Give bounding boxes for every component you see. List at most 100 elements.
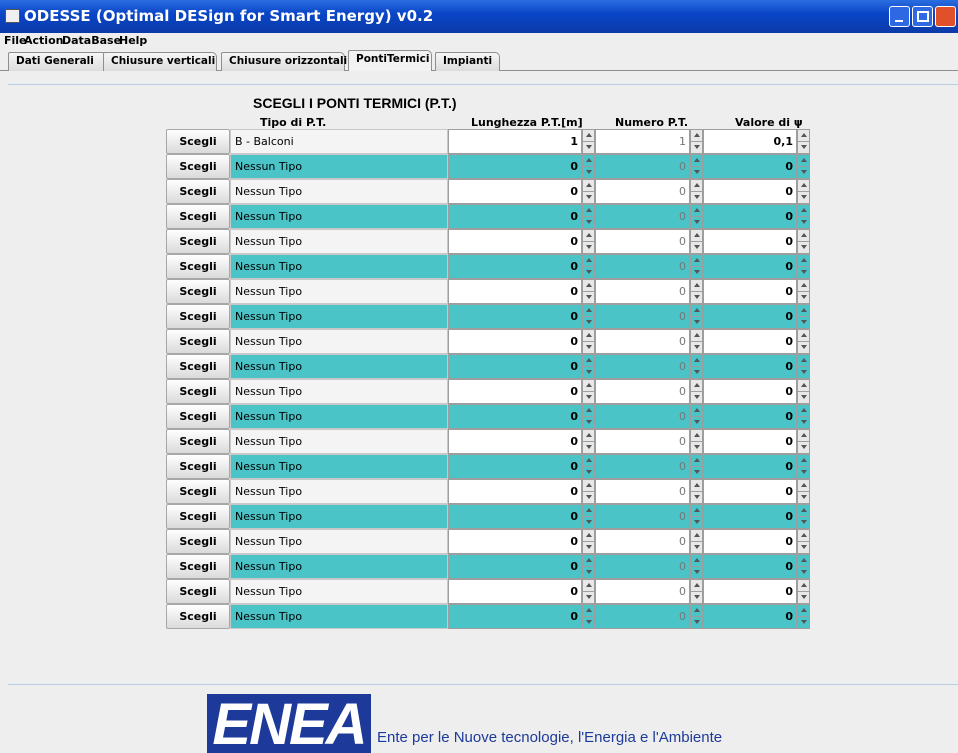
menu-item[interactable]: Action [24, 34, 64, 47]
choose-button[interactable]: Scegli [166, 154, 230, 179]
number-field[interactable]: 1 [595, 129, 690, 154]
length-field[interactable]: 0 [448, 204, 582, 229]
number-field[interactable]: 0 [595, 379, 690, 404]
spinner [690, 479, 703, 504]
length-field[interactable]: 0 [448, 254, 582, 279]
length-field[interactable]: 0 [448, 504, 582, 529]
number-field[interactable]: 0 [595, 504, 690, 529]
psi-field[interactable]: 0 [703, 404, 797, 429]
choose-button[interactable]: Scegli [166, 279, 230, 304]
psi-field[interactable]: 0 [703, 379, 797, 404]
choose-button[interactable]: Scegli [166, 254, 230, 279]
choose-button[interactable]: Scegli [166, 454, 230, 479]
number-field[interactable]: 0 [595, 354, 690, 379]
length-field[interactable]: 0 [448, 604, 582, 629]
choose-button[interactable]: Scegli [166, 229, 230, 254]
psi-field[interactable]: 0 [703, 529, 797, 554]
psi-field[interactable]: 0 [703, 479, 797, 504]
psi-field[interactable]: 0 [703, 429, 797, 454]
choose-button[interactable]: Scegli [166, 379, 230, 404]
number-field[interactable]: 0 [595, 179, 690, 204]
psi-field[interactable]: 0 [703, 579, 797, 604]
choose-button[interactable]: Scegli [166, 554, 230, 579]
spinner [797, 204, 810, 229]
psi-field[interactable]: 0 [703, 604, 797, 629]
tab[interactable]: Dati Generali [8, 52, 108, 71]
length-field[interactable]: 0 [448, 329, 582, 354]
number-field[interactable]: 0 [595, 454, 690, 479]
choose-button[interactable]: Scegli [166, 404, 230, 429]
menu-item[interactable]: File [4, 34, 27, 47]
spinner [582, 254, 595, 279]
psi-field[interactable]: 0 [703, 179, 797, 204]
psi-field[interactable]: 0 [703, 354, 797, 379]
number-field[interactable]: 0 [595, 479, 690, 504]
choose-button[interactable]: Scegli [166, 529, 230, 554]
psi-field[interactable]: 0 [703, 204, 797, 229]
choose-button[interactable]: Scegli [166, 604, 230, 629]
length-field[interactable]: 1 [448, 129, 582, 154]
number-field[interactable]: 0 [595, 604, 690, 629]
number-field[interactable]: 0 [595, 404, 690, 429]
psi-field[interactable]: 0 [703, 254, 797, 279]
length-field[interactable]: 0 [448, 354, 582, 379]
tab[interactable]: Chiusure verticali [103, 52, 217, 71]
length-field[interactable]: 0 [448, 579, 582, 604]
psi-field[interactable]: 0 [703, 554, 797, 579]
psi-field[interactable]: 0 [703, 304, 797, 329]
length-field[interactable]: 0 [448, 429, 582, 454]
length-field[interactable]: 0 [448, 529, 582, 554]
spinner [690, 529, 703, 554]
length-field[interactable]: 0 [448, 279, 582, 304]
choose-button[interactable]: Scegli [166, 204, 230, 229]
menu-item[interactable]: Help [119, 34, 148, 47]
psi-field[interactable]: 0,1 [703, 129, 797, 154]
spinner [690, 179, 703, 204]
menu-item[interactable]: DataBase [62, 34, 122, 47]
choose-button[interactable]: Scegli [166, 429, 230, 454]
choose-button[interactable]: Scegli [166, 479, 230, 504]
number-field[interactable]: 0 [595, 304, 690, 329]
choose-button[interactable]: Scegli [166, 504, 230, 529]
choose-button[interactable]: Scegli [166, 179, 230, 204]
maximize-button[interactable] [912, 6, 933, 27]
choose-button[interactable]: Scegli [166, 304, 230, 329]
spinner [690, 604, 703, 629]
number-field[interactable]: 0 [595, 329, 690, 354]
length-field[interactable]: 0 [448, 379, 582, 404]
minimize-button[interactable] [889, 6, 910, 27]
number-field[interactable]: 0 [595, 579, 690, 604]
number-field[interactable]: 0 [595, 529, 690, 554]
length-field[interactable]: 0 [448, 404, 582, 429]
spinner [582, 129, 595, 154]
length-field[interactable]: 0 [448, 229, 582, 254]
number-field[interactable]: 0 [595, 429, 690, 454]
length-field[interactable]: 0 [448, 304, 582, 329]
length-field[interactable]: 0 [448, 179, 582, 204]
tab[interactable]: Impianti [435, 52, 500, 71]
number-field[interactable]: 0 [595, 554, 690, 579]
panel-heading: SCEGLI I PONTI TERMICI (P.T.) [253, 95, 457, 111]
number-field[interactable]: 0 [595, 254, 690, 279]
number-field[interactable]: 0 [595, 154, 690, 179]
length-field[interactable]: 0 [448, 554, 582, 579]
length-field[interactable]: 0 [448, 454, 582, 479]
psi-field[interactable]: 0 [703, 504, 797, 529]
choose-button[interactable]: Scegli [166, 329, 230, 354]
length-field[interactable]: 0 [448, 154, 582, 179]
number-field[interactable]: 0 [595, 229, 690, 254]
psi-field[interactable]: 0 [703, 454, 797, 479]
tab[interactable]: PontiTermici [348, 50, 432, 71]
choose-button[interactable]: Scegli [166, 129, 230, 154]
number-field[interactable]: 0 [595, 279, 690, 304]
number-field[interactable]: 0 [595, 204, 690, 229]
length-field[interactable]: 0 [448, 479, 582, 504]
close-button[interactable] [935, 6, 956, 27]
psi-field[interactable]: 0 [703, 229, 797, 254]
psi-field[interactable]: 0 [703, 279, 797, 304]
tab[interactable]: Chiusure orizzontali [221, 52, 347, 71]
choose-button[interactable]: Scegli [166, 354, 230, 379]
psi-field[interactable]: 0 [703, 329, 797, 354]
choose-button[interactable]: Scegli [166, 579, 230, 604]
psi-field[interactable]: 0 [703, 154, 797, 179]
